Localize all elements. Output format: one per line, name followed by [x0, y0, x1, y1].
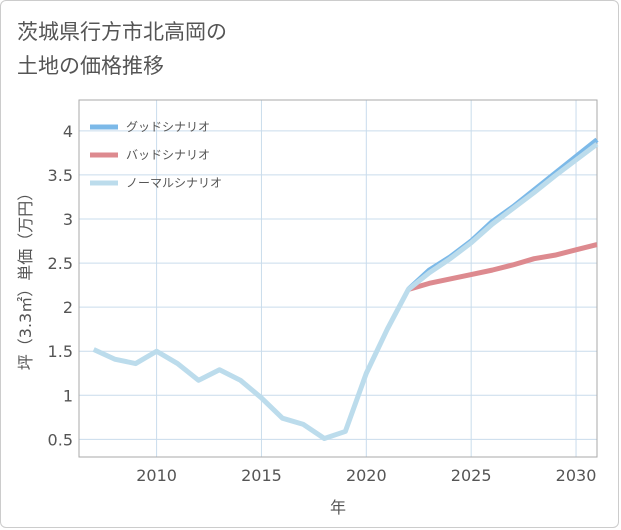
- y-tick-label: 2: [63, 298, 73, 317]
- legend-label-bad: バッドシナリオ: [126, 148, 210, 162]
- x-tick-label: 2020: [346, 466, 387, 485]
- y-tick-label: 2.5: [48, 254, 73, 273]
- plot-frame: [78, 99, 598, 458]
- x-axis-label: 年: [330, 498, 346, 517]
- x-tick-label: 2015: [241, 466, 282, 485]
- legend-label-good: グッドシナリオ: [126, 120, 210, 134]
- y-tick-label: 3.5: [48, 166, 73, 185]
- chart-title-line2: 土地の価格推移: [17, 54, 164, 78]
- series-line-bad: [407, 242, 598, 292]
- y-tick-label: 0.5: [48, 430, 73, 449]
- chart-title: 茨城県行方市北高岡の 土地の価格推移: [17, 15, 337, 83]
- y-tick-label: 3: [63, 210, 73, 229]
- y-tick-label: 4: [63, 122, 73, 141]
- y-axis-label: 坪（3.3㎡）単価（万円）: [16, 185, 35, 370]
- x-tick-label: 2030: [556, 466, 597, 485]
- y-tick-label: 1: [63, 386, 73, 405]
- grid: [79, 100, 597, 457]
- x-tick-label: 2010: [136, 466, 177, 485]
- legend-label-normal: ノーマルシナリオ: [126, 176, 222, 190]
- series-line-normal: [92, 142, 599, 441]
- x-tick-labels: 2010 2015 2020 2025 2030: [136, 466, 596, 485]
- y-tick-label: 1.5: [48, 342, 73, 361]
- series-lines: [92, 137, 599, 441]
- x-tick-label: 2025: [451, 466, 492, 485]
- y-tick-labels: 0.5 1 1.5 2 2.5 3 3.5 4: [48, 122, 73, 450]
- chart-title-line1: 茨城県行方市北高岡の: [17, 20, 227, 44]
